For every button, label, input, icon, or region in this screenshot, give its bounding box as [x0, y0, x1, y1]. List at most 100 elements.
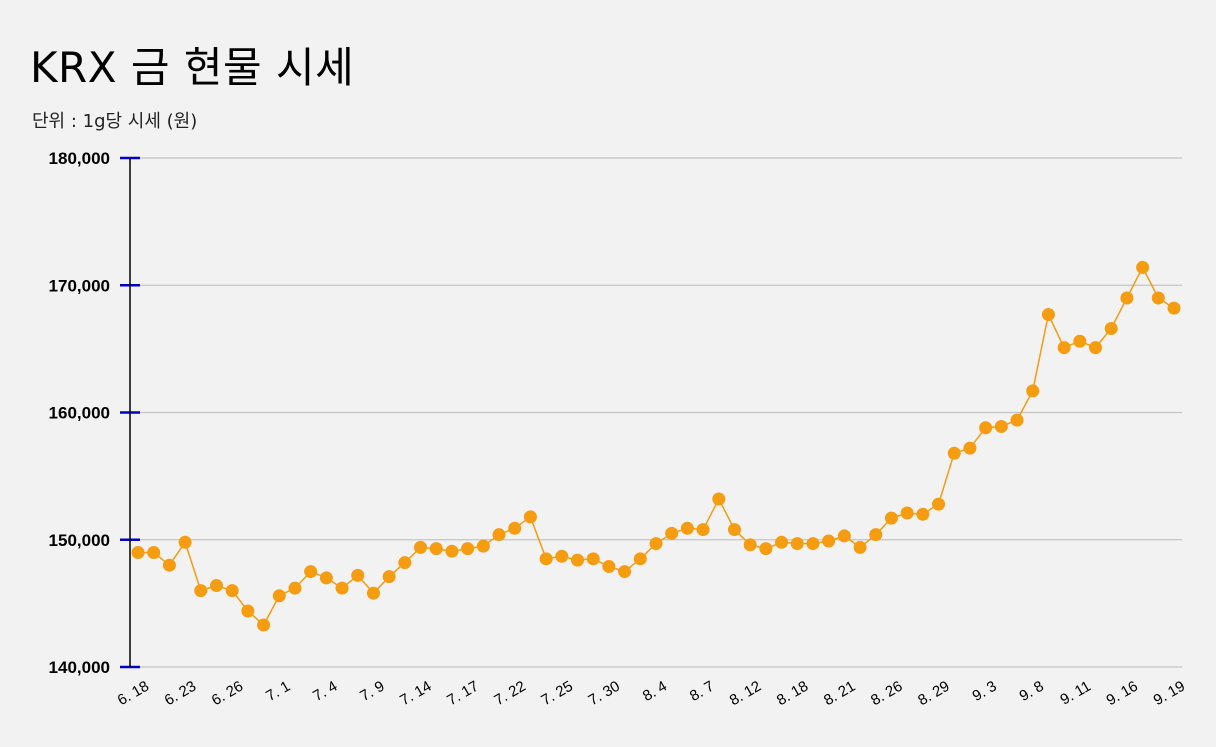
data-point — [429, 542, 443, 556]
data-point — [853, 540, 867, 554]
data-point — [335, 581, 349, 595]
data-point — [1120, 291, 1134, 305]
data-point — [194, 584, 208, 598]
data-point — [1073, 334, 1087, 348]
data-point — [822, 534, 836, 548]
chart-title: KRX 금 현물 시세 — [30, 43, 355, 92]
x-tick-label: 7. 30 — [586, 678, 623, 709]
data-point — [916, 507, 930, 521]
data-point — [445, 544, 459, 558]
data-point — [1089, 341, 1103, 355]
data-point — [225, 584, 239, 598]
data-point — [319, 571, 333, 585]
series-line — [138, 266, 1175, 626]
x-tick-label: 8. 21 — [821, 678, 858, 709]
data-point — [696, 523, 710, 537]
x-tick-label: 8. 4 — [640, 678, 670, 705]
data-point — [1136, 260, 1150, 274]
x-tick-label: 8. 7 — [687, 678, 717, 705]
y-tick-label: 150,000 — [49, 531, 110, 550]
data-point — [586, 552, 600, 566]
data-point — [837, 529, 851, 543]
y-tick-label: 170,000 — [49, 276, 110, 295]
data-point — [869, 528, 883, 542]
data-point — [1026, 384, 1040, 398]
data-point — [1104, 322, 1118, 336]
data-point — [414, 540, 428, 554]
x-tick-label: 7. 17 — [444, 678, 481, 709]
data-point — [555, 549, 569, 563]
x-tick-label: 9. 3 — [969, 678, 999, 705]
data-point — [1057, 341, 1071, 355]
data-point — [1151, 291, 1165, 305]
data-point — [147, 545, 161, 559]
data-point — [366, 586, 380, 600]
x-tick-label: 9. 8 — [1017, 678, 1047, 705]
series-line-path — [138, 266, 1175, 626]
data-point — [382, 570, 396, 584]
x-tick-label: 7. 22 — [491, 678, 528, 709]
data-point — [900, 506, 914, 520]
x-tick-label: 7. 9 — [357, 678, 387, 705]
x-tick-label: 7. 25 — [538, 678, 575, 709]
data-point — [476, 539, 490, 553]
data-point — [979, 421, 993, 435]
data-point — [178, 535, 192, 549]
data-point — [602, 559, 616, 573]
data-point — [351, 568, 365, 582]
data-point — [743, 538, 757, 552]
x-tick-label: 7. 1 — [263, 678, 293, 705]
data-point — [131, 545, 145, 559]
data-point — [461, 542, 475, 556]
x-tick-label: 8. 29 — [915, 678, 952, 709]
data-point — [304, 565, 318, 579]
data-point — [209, 579, 223, 593]
y-tick-label: 160,000 — [49, 404, 110, 423]
x-tick-label: 6. 26 — [209, 678, 246, 709]
y-axis — [120, 156, 140, 669]
data-point — [649, 537, 663, 551]
data-point — [523, 510, 537, 524]
data-point — [884, 511, 898, 525]
x-tick-label: 9. 16 — [1104, 678, 1141, 709]
data-point — [680, 521, 694, 535]
data-point — [571, 553, 585, 567]
x-tick-label: 8. 12 — [727, 678, 764, 709]
chart-subtitle: 단위 : 1g당 시세 (원) — [32, 111, 198, 132]
data-point — [618, 565, 632, 579]
x-tick-label: 7. 4 — [310, 678, 340, 705]
data-point — [288, 581, 302, 595]
data-point — [633, 552, 647, 566]
data-point — [492, 528, 506, 542]
data-point — [398, 556, 412, 570]
x-tick-label: 8. 26 — [868, 678, 905, 709]
series-points — [131, 260, 1181, 632]
data-point — [1041, 308, 1055, 322]
data-point — [257, 618, 271, 632]
x-tick-label: 7. 14 — [397, 678, 434, 709]
data-point — [712, 492, 726, 506]
grid-lines — [130, 157, 1182, 668]
data-point — [539, 552, 553, 566]
y-tick-label: 140,000 — [49, 658, 110, 677]
x-tick-labels: 6. 18 6. 23 6. 26 7. 1 7. 4 7. 9 7. 14 7. 17 7. … — [115, 678, 1188, 709]
x-tick-label: 9. 11 — [1057, 678, 1093, 709]
data-point — [759, 542, 773, 556]
data-point — [790, 537, 804, 551]
data-point — [775, 535, 789, 549]
x-tick-label: 6. 23 — [162, 678, 199, 709]
x-tick-label: 8. 18 — [774, 678, 811, 709]
data-point — [947, 446, 961, 460]
data-point — [272, 589, 286, 603]
data-point — [932, 497, 946, 511]
data-point — [1167, 301, 1181, 315]
data-point — [508, 521, 522, 535]
data-point — [963, 441, 977, 455]
data-point — [665, 526, 679, 540]
y-tick-label: 180,000 — [49, 149, 110, 168]
data-point — [162, 558, 176, 572]
x-tick-label: 9. 19 — [1151, 678, 1188, 709]
data-point — [994, 419, 1008, 433]
data-point — [727, 523, 741, 537]
